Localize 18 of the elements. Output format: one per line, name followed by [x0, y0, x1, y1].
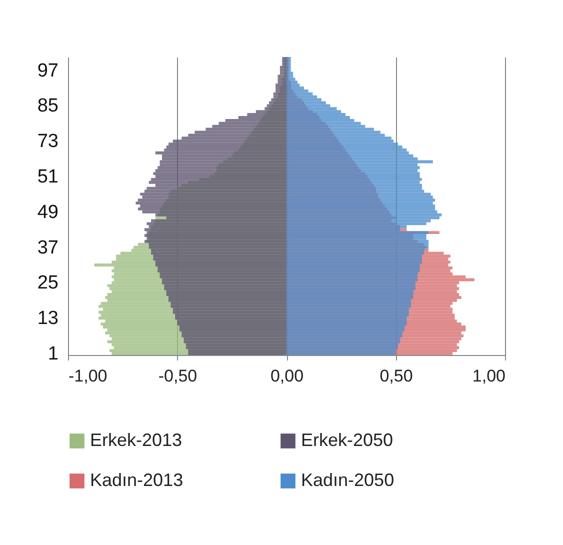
x-tick-label: 1,00: [472, 366, 506, 386]
x-tick-label: 0,50: [380, 366, 413, 386]
y-tick-label: 73: [37, 131, 58, 152]
legend-label: Kadın-2050: [301, 470, 394, 490]
y-tick-label: 85: [37, 96, 58, 117]
legend-label: Kadın-2013: [90, 470, 184, 490]
y-tick-label: 49: [37, 202, 58, 223]
legend-label: Erkek-2050: [301, 430, 394, 450]
y-tick-label: 97: [37, 60, 58, 82]
x-tick-label: -0,50: [158, 366, 198, 386]
y-tick-label: 51: [37, 166, 58, 188]
y-tick-label: 25: [37, 272, 58, 294]
y-tick-label: 37: [37, 237, 58, 258]
legend-label: Erkek-2013: [90, 430, 182, 450]
y-tick-label: 1: [48, 344, 58, 365]
x-tick-label: -1,00: [68, 366, 108, 386]
x-tick-label: 0,00: [270, 366, 304, 386]
y-tick-label: 13: [37, 308, 58, 330]
